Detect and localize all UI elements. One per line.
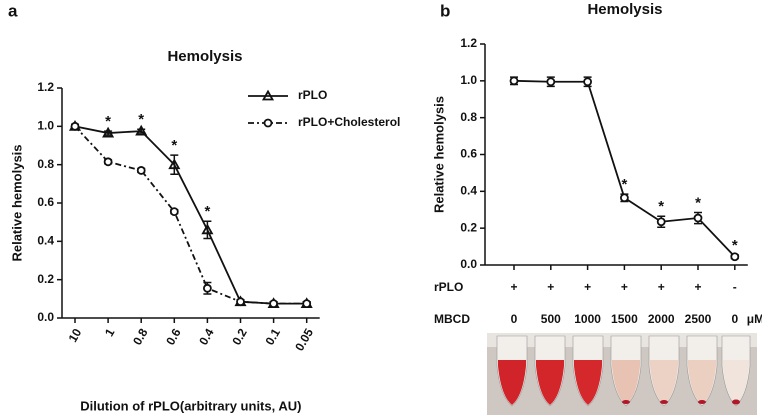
y-tick-label: 1.2 <box>460 36 477 50</box>
row-value: + <box>510 280 517 294</box>
marker <box>135 124 148 136</box>
x-tick-label: 0.05 <box>292 326 316 354</box>
row-value: 500 <box>541 312 561 326</box>
marker <box>168 158 181 170</box>
error-bar <box>170 154 179 175</box>
marker <box>546 77 556 87</box>
x-tick-label: 10 <box>66 326 85 345</box>
marker <box>202 283 212 293</box>
significance: * <box>204 203 210 220</box>
row-value: 2000 <box>648 312 675 326</box>
marker <box>269 299 279 309</box>
panel-label: a <box>8 1 18 20</box>
row-value: 0 <box>731 312 738 326</box>
y-tick-label: 0.8 <box>37 157 54 171</box>
marker <box>583 77 592 87</box>
significance: * <box>105 113 111 130</box>
significance: * <box>658 198 664 215</box>
y-tick-label: 0.2 <box>460 220 477 234</box>
x-tick-label: 0.8 <box>130 326 151 348</box>
y-axis-label: Relative hemolysis <box>431 96 446 213</box>
significance: * <box>171 137 177 154</box>
marker <box>693 213 703 223</box>
y-tick-label: 0.8 <box>460 110 477 124</box>
legend-label: rPLO <box>298 88 327 102</box>
row-value: 2500 <box>685 312 712 326</box>
panel-label: b <box>440 1 450 20</box>
row-value: + <box>658 280 665 294</box>
row-value: + <box>547 280 554 294</box>
y-tick-label: 0.6 <box>460 147 477 161</box>
marker <box>102 126 115 138</box>
significance: * <box>621 176 627 193</box>
marker <box>103 157 113 167</box>
y-tick-label: 0.4 <box>37 234 54 248</box>
series-line <box>74 125 307 305</box>
y-axis-label: Relative hemolysis <box>9 144 24 261</box>
x-axis-label: Dilution of rPLO(arbitrary units, AU) <box>80 398 301 413</box>
marker <box>169 207 179 217</box>
row-label: rPLO <box>434 280 463 294</box>
marker <box>620 193 629 203</box>
significance: * <box>732 237 738 254</box>
y-tick-label: 0.6 <box>37 195 54 209</box>
row-value: 0 <box>511 312 518 326</box>
y-tick-label: 0.0 <box>460 257 477 271</box>
y-tick-label: 0.4 <box>460 184 477 198</box>
row-unit: μM <box>747 312 762 326</box>
x-tick-label: 0.1 <box>262 326 283 348</box>
marker <box>236 297 245 307</box>
marker <box>302 299 312 309</box>
tube-photo <box>487 333 757 415</box>
x-tick-label: 0.6 <box>163 326 184 348</box>
y-tick-label: 1.0 <box>460 73 477 87</box>
marker <box>509 76 519 86</box>
x-tick-label: 1 <box>102 326 118 339</box>
marker <box>136 166 146 175</box>
row-label: MBCD <box>434 312 470 326</box>
series-line <box>513 79 736 258</box>
significance: * <box>695 194 701 211</box>
y-tick-label: 0.2 <box>37 272 54 286</box>
x-tick-label: 0.2 <box>229 326 250 348</box>
y-tick-label: 0.0 <box>37 310 54 324</box>
row-value: - <box>733 280 737 294</box>
series-line <box>74 125 307 305</box>
marker <box>70 121 80 131</box>
marker <box>730 252 740 262</box>
significance: * <box>138 111 144 128</box>
legend-label: rPLO+Cholesterol <box>298 115 400 129</box>
row-value: + <box>694 280 701 294</box>
marker <box>656 217 666 227</box>
row-value: 1000 <box>574 312 601 326</box>
y-tick-label: 1.2 <box>37 80 54 94</box>
legend-marker <box>263 118 273 128</box>
row-value: + <box>584 280 591 294</box>
chart-title: Hemolysis <box>587 1 662 18</box>
marker <box>201 223 214 235</box>
legend-marker <box>261 89 275 101</box>
y-tick-label: 1.0 <box>37 119 54 133</box>
x-tick-label: 0.4 <box>196 326 217 348</box>
row-value: + <box>621 280 628 294</box>
row-value: 1500 <box>611 312 638 326</box>
chart-title: Hemolysis <box>167 48 242 65</box>
